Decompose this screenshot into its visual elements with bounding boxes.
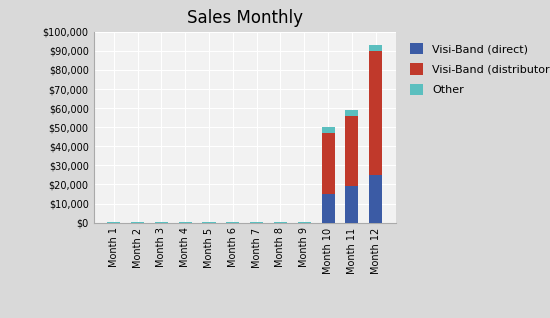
Bar bbox=[202, 222, 216, 223]
Bar bbox=[155, 222, 168, 223]
Bar bbox=[274, 222, 287, 223]
Bar bbox=[131, 222, 144, 223]
Legend: Visi-Band (direct), Visi-Band (distributor), Other: Visi-Band (direct), Visi-Band (distribut… bbox=[405, 37, 550, 100]
Bar bbox=[369, 51, 382, 175]
Bar bbox=[250, 222, 263, 223]
Bar bbox=[322, 133, 334, 194]
Bar bbox=[107, 222, 120, 223]
Bar bbox=[226, 222, 239, 223]
Title: Sales Monthly: Sales Monthly bbox=[187, 10, 302, 27]
Bar bbox=[179, 222, 192, 223]
Bar bbox=[322, 194, 334, 223]
Bar bbox=[345, 110, 359, 116]
Bar bbox=[345, 186, 359, 223]
Bar bbox=[369, 45, 382, 51]
Bar bbox=[322, 127, 334, 133]
Bar bbox=[298, 222, 311, 223]
Bar bbox=[369, 175, 382, 223]
Bar bbox=[345, 116, 359, 186]
